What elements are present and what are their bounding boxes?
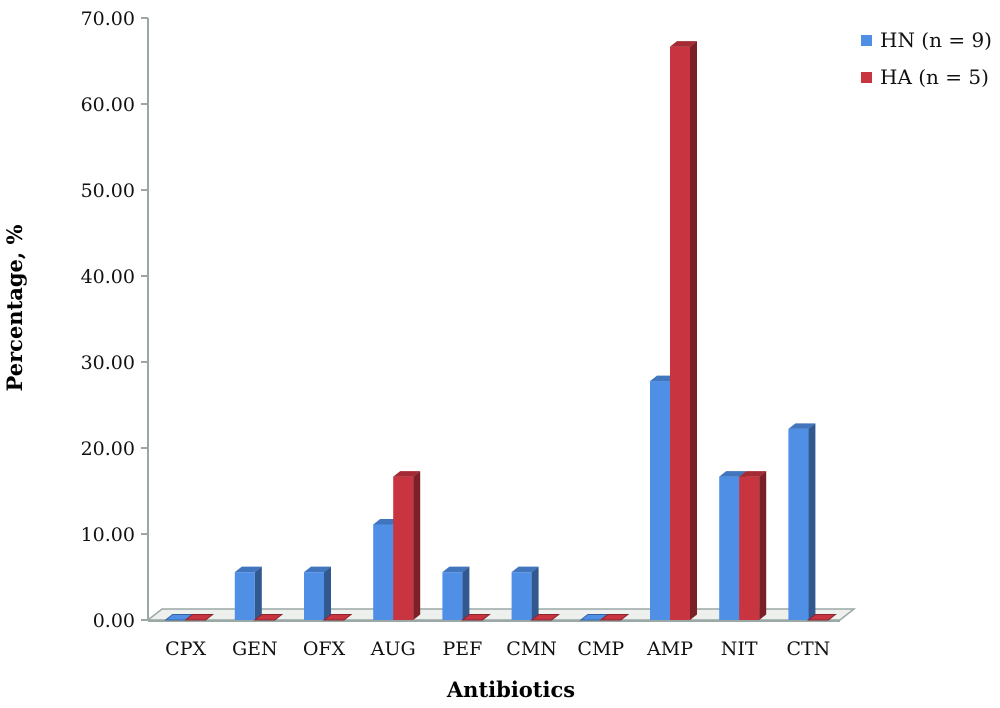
- bar-aug-ha: [393, 471, 421, 620]
- bar-cmn-hn: [511, 566, 539, 620]
- legend: HN (n = 9) HA (n = 5): [861, 28, 992, 89]
- y-tick-label: 60.00: [81, 94, 135, 116]
- y-tick-label: 10.00: [81, 524, 135, 546]
- bar-cmn-ha: [530, 614, 561, 621]
- bars: [164, 41, 837, 621]
- bar-pef-ha: [460, 614, 491, 621]
- bar-pef-hn: [442, 566, 470, 620]
- legend-swatch-hn: [861, 35, 872, 46]
- bar-cpx-ha: [184, 614, 215, 621]
- x-tick-label: CMP: [577, 638, 624, 660]
- x-tick-label: GEN: [232, 638, 278, 660]
- y-tick-label: 40.00: [81, 266, 135, 288]
- x-tick-label: AUG: [370, 638, 416, 660]
- x-tick-label: CMN: [506, 638, 557, 660]
- bar-ofx-ha: [322, 614, 353, 621]
- x-axis-title: Antibiotics: [446, 677, 575, 702]
- x-tick-label: CTN: [786, 638, 830, 660]
- legend-label-hn: HN (n = 9): [880, 28, 992, 52]
- y-tick-label: 20.00: [81, 438, 135, 460]
- y-tick-label: 50.00: [81, 180, 135, 202]
- bar-ofx-hn: [304, 566, 331, 620]
- y-tick-label: 70.00: [81, 8, 135, 30]
- x-axis-category-labels: CPX GEN OFX AUG PEF CMN CMP AMP NIT CTN: [165, 638, 830, 660]
- y-axis-title: Percentage, %: [2, 224, 27, 391]
- bar-cmp-ha: [599, 614, 630, 621]
- y-tick-label: 0.00: [93, 610, 135, 632]
- y-axis-ticks: 0.00 10.00 20.00 30.00 40.00 50.00 60.00 70.00: [81, 8, 148, 632]
- legend-label-ha: HA (n = 5): [880, 65, 989, 89]
- x-tick-label: NIT: [721, 638, 758, 660]
- x-tick-label: AMP: [646, 638, 693, 660]
- bar-gen-ha: [253, 614, 284, 621]
- x-tick-label: OFX: [303, 638, 346, 660]
- y-tick-label: 30.00: [81, 352, 135, 374]
- bar-nit-ha: [739, 471, 767, 620]
- bar-gen-hn: [234, 566, 262, 620]
- x-tick-label: CPX: [165, 638, 206, 660]
- bar-ctn-hn: [788, 423, 816, 620]
- bar-ctn-ha: [806, 614, 837, 621]
- legend-swatch-ha: [861, 72, 872, 83]
- bar-amp-ha: [670, 41, 697, 620]
- x-tick-label: PEF: [442, 638, 482, 660]
